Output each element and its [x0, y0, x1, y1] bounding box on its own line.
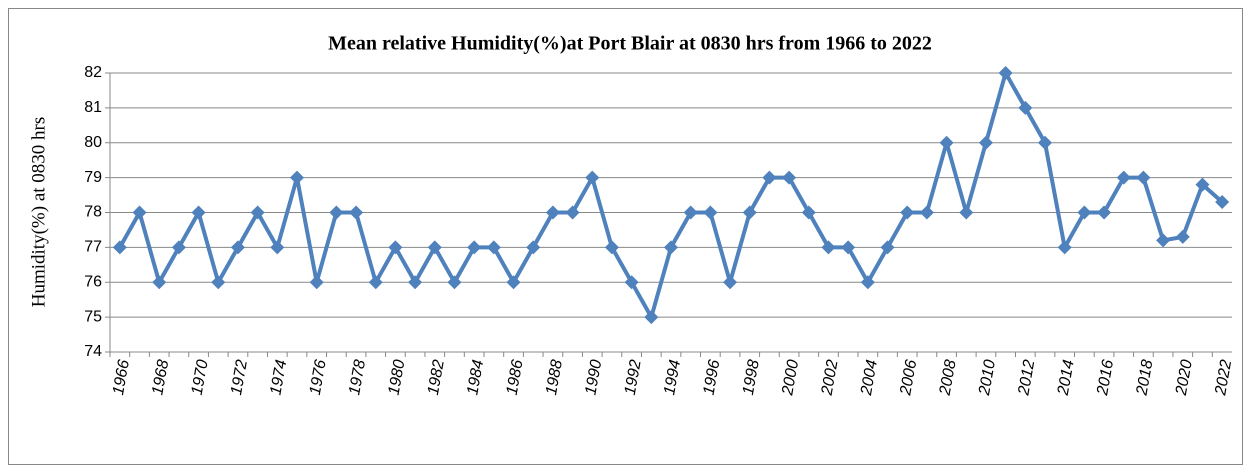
data-point [427, 240, 442, 255]
x-tick-label: 1972 [228, 358, 251, 396]
data-point [1175, 229, 1190, 244]
x-tick-label: 1984 [464, 358, 487, 396]
data-point [309, 275, 324, 290]
x-tick-label: 2022 [1212, 358, 1235, 397]
data-point [191, 205, 206, 220]
data-point [112, 240, 127, 255]
data-point [644, 310, 659, 325]
y-tick-label: 74 [84, 343, 102, 360]
y-tick-label: 80 [84, 134, 102, 151]
x-tick-label: 1992 [622, 358, 645, 396]
data-point [467, 240, 482, 255]
x-tick-label: 1990 [582, 358, 605, 396]
y-tick-label: 82 [84, 64, 102, 81]
data-point [683, 205, 698, 220]
data-point [959, 205, 974, 220]
data-point [132, 205, 147, 220]
data-point [565, 205, 580, 220]
x-tick-label: 1970 [189, 358, 212, 396]
x-tick-label: 2016 [1094, 358, 1117, 397]
y-tick-label: 77 [84, 239, 102, 256]
data-point [880, 240, 895, 255]
x-tick-label: 2010 [976, 358, 999, 397]
x-tick-label: 2014 [1055, 358, 1078, 397]
data-point [1136, 170, 1151, 185]
y-tick-label: 75 [84, 308, 102, 325]
data-point [978, 135, 993, 150]
data-point [782, 170, 797, 185]
x-tick-label: 1994 [661, 358, 684, 396]
x-tick-label: 1974 [267, 358, 290, 396]
data-point [604, 240, 619, 255]
data-point [1077, 205, 1092, 220]
data-point [250, 205, 265, 220]
x-tick-label: 1982 [425, 358, 448, 396]
x-tick-label: 1976 [307, 358, 330, 396]
data-point [388, 240, 403, 255]
x-tick-label: 1996 [701, 358, 724, 396]
x-tick-label: 2020 [1173, 358, 1196, 397]
data-point [1038, 135, 1052, 150]
data-point [703, 205, 718, 220]
data-point [821, 240, 836, 255]
data-point [939, 135, 954, 150]
x-tick-label: 2012 [1015, 358, 1038, 397]
x-tick-label: 2006 [897, 358, 920, 397]
x-tick-label: 2000 [779, 358, 802, 397]
x-tick-label: 2004 [858, 358, 881, 397]
data-point [1195, 177, 1210, 192]
data-point [211, 275, 226, 290]
y-tick-label: 79 [84, 169, 102, 186]
x-tick-label: 2002 [818, 358, 841, 397]
x-tick-label: 1968 [149, 358, 172, 396]
data-point [762, 170, 777, 185]
data-point [486, 240, 501, 255]
data-point [171, 240, 186, 255]
x-tick-label: 1988 [543, 358, 566, 396]
data-point [447, 275, 462, 290]
data-point [1097, 205, 1112, 220]
y-tick-label: 76 [84, 273, 102, 290]
data-point [545, 205, 560, 220]
x-tick-label: 1986 [504, 358, 527, 396]
data-point [841, 240, 856, 255]
x-tick-label: 2008 [937, 358, 960, 397]
data-point [368, 275, 383, 290]
data-point [1057, 240, 1072, 255]
data-point [801, 205, 816, 220]
data-point [998, 66, 1013, 80]
x-tick-label: 1978 [346, 358, 369, 396]
data-point [230, 240, 245, 255]
x-tick-label: 1980 [386, 358, 409, 396]
data-point [349, 205, 364, 220]
x-tick-label: 1998 [740, 358, 763, 396]
data-point [408, 275, 423, 290]
y-tick-label: 78 [84, 204, 102, 221]
data-point [1018, 100, 1033, 115]
x-tick-label: 1966 [110, 358, 133, 396]
data-point [506, 275, 521, 290]
data-point [329, 205, 344, 220]
data-point [919, 205, 934, 220]
data-point [624, 275, 639, 290]
data-point [1215, 195, 1230, 210]
x-tick-label: 2018 [1133, 358, 1156, 397]
y-axis-label: Humidity(%) at 0830 hrs [28, 117, 49, 308]
data-point [152, 275, 167, 290]
data-point [664, 240, 678, 255]
data-point [1116, 170, 1131, 185]
data-point [742, 205, 757, 220]
chart-title: Mean relative Humidity(%)at Port Blair a… [328, 33, 932, 55]
data-point [526, 240, 541, 255]
data-point [1156, 233, 1171, 248]
data-point [290, 170, 304, 185]
y-tick-label: 81 [84, 99, 102, 116]
chart-frame [8, 8, 1243, 465]
data-point [723, 275, 738, 290]
data-point [270, 240, 285, 255]
data-point [585, 170, 600, 185]
data-point [860, 275, 875, 290]
data-point [900, 205, 915, 220]
